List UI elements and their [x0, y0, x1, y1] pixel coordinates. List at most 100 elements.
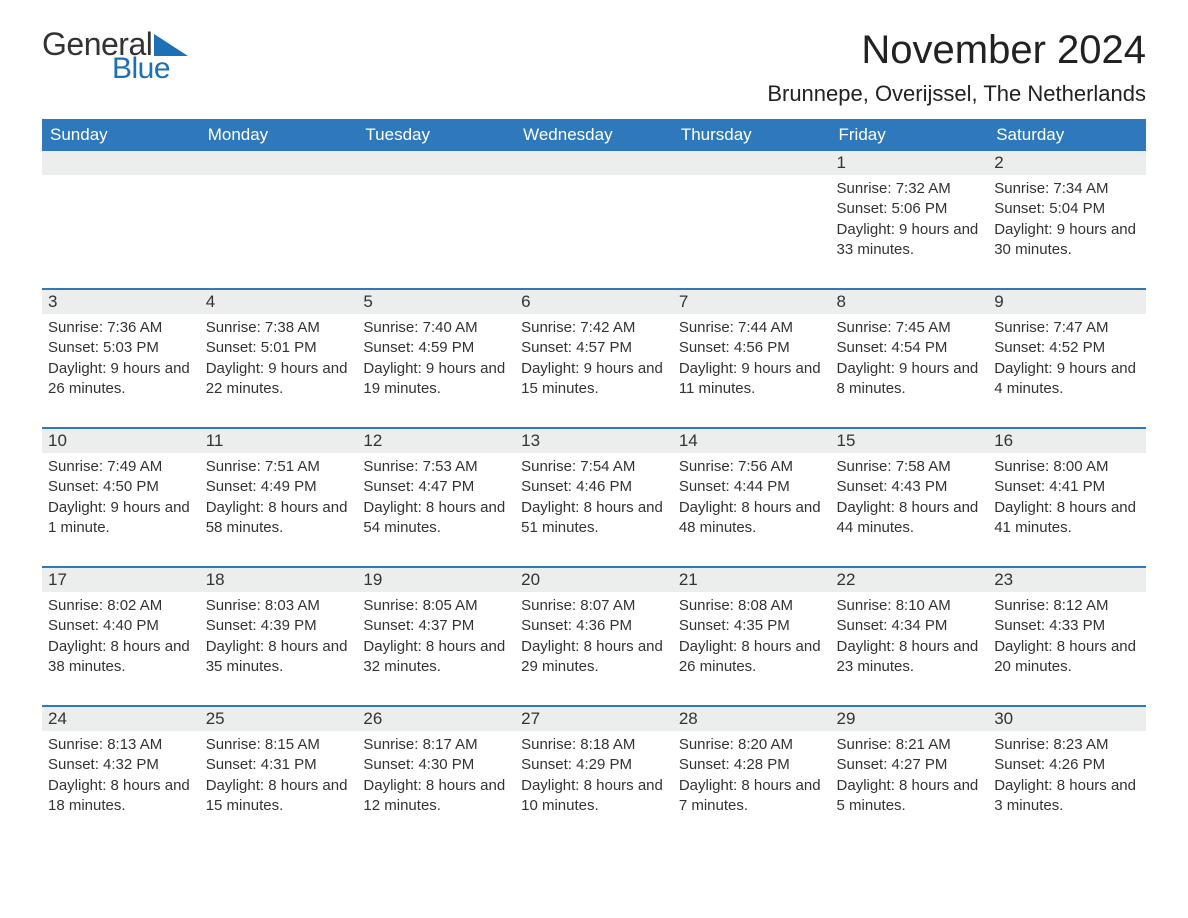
daylight-line: Daylight: 9 hours and 26 minutes. [48, 359, 194, 400]
day-cell: 29Sunrise: 8:21 AMSunset: 4:27 PMDayligh… [831, 707, 989, 845]
daylight-line: Daylight: 9 hours and 8 minutes. [837, 359, 983, 400]
day-number: 9 [988, 290, 1146, 314]
day-number: 3 [42, 290, 200, 314]
sunrise-line: Sunrise: 7:47 AM [994, 318, 1140, 338]
sunset-line: Sunset: 4:43 PM [837, 477, 983, 497]
day-details: Sunrise: 7:40 AMSunset: 4:59 PMDaylight:… [357, 314, 515, 409]
day-number: 21 [673, 568, 831, 592]
page-header: General Blue November 2024 Brunnepe, Ove… [42, 28, 1146, 113]
day-details: Sunrise: 7:56 AMSunset: 4:44 PMDaylight:… [673, 453, 831, 548]
sunset-line: Sunset: 4:59 PM [363, 338, 509, 358]
weekday-header: Thursday [673, 119, 831, 151]
sunset-line: Sunset: 4:50 PM [48, 477, 194, 497]
sunrise-line: Sunrise: 8:07 AM [521, 596, 667, 616]
sunrise-line: Sunrise: 8:20 AM [679, 735, 825, 755]
calendar-table: SundayMondayTuesdayWednesdayThursdayFrid… [42, 119, 1146, 845]
day-cell: 18Sunrise: 8:03 AMSunset: 4:39 PMDayligh… [200, 568, 358, 706]
sunrise-line: Sunrise: 8:23 AM [994, 735, 1140, 755]
day-details: Sunrise: 8:20 AMSunset: 4:28 PMDaylight:… [673, 731, 831, 826]
day-details: Sunrise: 8:07 AMSunset: 4:36 PMDaylight:… [515, 592, 673, 687]
day-number: 11 [200, 429, 358, 453]
daylight-line: Daylight: 8 hours and 29 minutes. [521, 637, 667, 678]
sunrise-line: Sunrise: 7:40 AM [363, 318, 509, 338]
sunset-line: Sunset: 4:52 PM [994, 338, 1140, 358]
day-details: Sunrise: 8:21 AMSunset: 4:27 PMDaylight:… [831, 731, 989, 826]
daylight-line: Daylight: 8 hours and 44 minutes. [837, 498, 983, 539]
day-cell [515, 151, 673, 289]
daylight-line: Daylight: 9 hours and 30 minutes. [994, 220, 1140, 261]
day-details: Sunrise: 7:45 AMSunset: 4:54 PMDaylight:… [831, 314, 989, 409]
sunrise-line: Sunrise: 7:53 AM [363, 457, 509, 477]
sunset-line: Sunset: 5:04 PM [994, 199, 1140, 219]
sunset-line: Sunset: 5:01 PM [206, 338, 352, 358]
day-cell: 3Sunrise: 7:36 AMSunset: 5:03 PMDaylight… [42, 290, 200, 428]
day-number: 4 [200, 290, 358, 314]
day-number: 20 [515, 568, 673, 592]
sunrise-line: Sunrise: 8:13 AM [48, 735, 194, 755]
day-details: Sunrise: 7:32 AMSunset: 5:06 PMDaylight:… [831, 175, 989, 270]
day-number: 24 [42, 707, 200, 731]
day-number: 18 [200, 568, 358, 592]
day-number: 13 [515, 429, 673, 453]
sunset-line: Sunset: 4:49 PM [206, 477, 352, 497]
sunset-line: Sunset: 4:41 PM [994, 477, 1140, 497]
day-cell: 27Sunrise: 8:18 AMSunset: 4:29 PMDayligh… [515, 707, 673, 845]
day-cell: 6Sunrise: 7:42 AMSunset: 4:57 PMDaylight… [515, 290, 673, 428]
day-details: Sunrise: 7:34 AMSunset: 5:04 PMDaylight:… [988, 175, 1146, 270]
day-cell: 13Sunrise: 7:54 AMSunset: 4:46 PMDayligh… [515, 429, 673, 567]
day-details: Sunrise: 8:03 AMSunset: 4:39 PMDaylight:… [200, 592, 358, 687]
sunrise-line: Sunrise: 8:12 AM [994, 596, 1140, 616]
day-number: 23 [988, 568, 1146, 592]
daylight-line: Daylight: 9 hours and 19 minutes. [363, 359, 509, 400]
sunset-line: Sunset: 4:26 PM [994, 755, 1140, 775]
daylight-line: Daylight: 9 hours and 15 minutes. [521, 359, 667, 400]
logo: General Blue [42, 28, 188, 84]
daylight-line: Daylight: 8 hours and 41 minutes. [994, 498, 1140, 539]
sunset-line: Sunset: 4:57 PM [521, 338, 667, 358]
daylight-line: Daylight: 8 hours and 5 minutes. [837, 776, 983, 817]
daylight-line: Daylight: 8 hours and 12 minutes. [363, 776, 509, 817]
day-details: Sunrise: 8:00 AMSunset: 4:41 PMDaylight:… [988, 453, 1146, 548]
day-cell: 11 Sunrise: 7:51 AMSunset: 4:49 PMDayligh… [200, 429, 358, 567]
daylight-line: Daylight: 8 hours and 38 minutes. [48, 637, 194, 678]
day-cell [200, 151, 358, 289]
day-number: 8 [831, 290, 989, 314]
day-cell: 14Sunrise: 7:56 AMSunset: 4:44 PMDayligh… [673, 429, 831, 567]
daylight-line: Daylight: 8 hours and 3 minutes. [994, 776, 1140, 817]
daylight-line: Daylight: 8 hours and 58 minutes. [206, 498, 352, 539]
day-number: 29 [831, 707, 989, 731]
sunset-line: Sunset: 4:30 PM [363, 755, 509, 775]
sunset-line: Sunset: 4:36 PM [521, 616, 667, 636]
sunset-line: Sunset: 4:47 PM [363, 477, 509, 497]
sunrise-line: Sunrise: 7:49 AM [48, 457, 194, 477]
day-cell: 10Sunrise: 7:49 AMSunset: 4:50 PMDayligh… [42, 429, 200, 567]
day-cell: 23Sunrise: 8:12 AMSunset: 4:33 PMDayligh… [988, 568, 1146, 706]
day-number: 26 [357, 707, 515, 731]
daylight-line: Daylight: 8 hours and 54 minutes. [363, 498, 509, 539]
sunset-line: Sunset: 4:37 PM [363, 616, 509, 636]
day-details: Sunrise: 8:13 AMSunset: 4:32 PMDaylight:… [42, 731, 200, 826]
sunrise-line: Sunrise: 7:42 AM [521, 318, 667, 338]
sunrise-line: Sunrise: 7:36 AM [48, 318, 194, 338]
day-number: 7 [673, 290, 831, 314]
day-cell: 16Sunrise: 8:00 AMSunset: 4:41 PMDayligh… [988, 429, 1146, 567]
day-cell: 1Sunrise: 7:32 AMSunset: 5:06 PMDaylight… [831, 151, 989, 289]
day-cell: 26Sunrise: 8:17 AMSunset: 4:30 PMDayligh… [357, 707, 515, 845]
daylight-line: Daylight: 8 hours and 35 minutes. [206, 637, 352, 678]
sunrise-line: Sunrise: 7:51 AM [206, 457, 352, 477]
daylight-line: Daylight: 8 hours and 51 minutes. [521, 498, 667, 539]
week-row: 3Sunrise: 7:36 AMSunset: 5:03 PMDaylight… [42, 290, 1146, 428]
day-details: Sunrise: 8:23 AMSunset: 4:26 PMDaylight:… [988, 731, 1146, 826]
daylight-line: Daylight: 8 hours and 18 minutes. [48, 776, 194, 817]
daylight-line: Daylight: 8 hours and 26 minutes. [679, 637, 825, 678]
day-cell: 8Sunrise: 7:45 AMSunset: 4:54 PMDaylight… [831, 290, 989, 428]
weekday-header: Saturday [988, 119, 1146, 151]
location-subtitle: Brunnepe, Overijssel, The Netherlands [767, 81, 1146, 107]
sunset-line: Sunset: 4:34 PM [837, 616, 983, 636]
day-cell: 19Sunrise: 8:05 AMSunset: 4:37 PMDayligh… [357, 568, 515, 706]
daylight-line: Daylight: 9 hours and 11 minutes. [679, 359, 825, 400]
daylight-line: Daylight: 8 hours and 7 minutes. [679, 776, 825, 817]
sunset-line: Sunset: 4:54 PM [837, 338, 983, 358]
week-row: 24Sunrise: 8:13 AMSunset: 4:32 PMDayligh… [42, 707, 1146, 845]
week-row: 10Sunrise: 7:49 AMSunset: 4:50 PMDayligh… [42, 429, 1146, 567]
